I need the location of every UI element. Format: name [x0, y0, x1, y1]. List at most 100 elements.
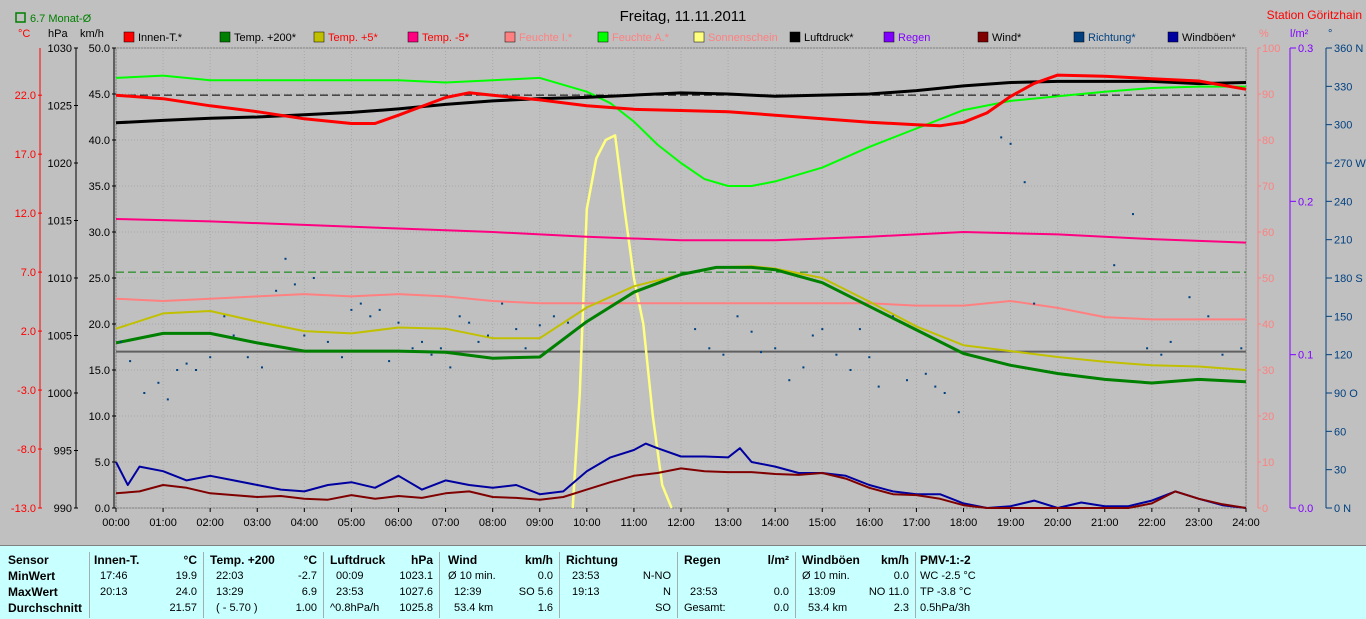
- x-tick-label: 12:00: [667, 517, 695, 529]
- x-tick-label: 13:00: [714, 517, 742, 529]
- richtung-point: [275, 289, 278, 292]
- legend-label: Feuchte I.*: [519, 32, 573, 44]
- kmh-tick-label: 50.0: [89, 43, 110, 55]
- x-tick-label: 24:00: [1232, 517, 1260, 529]
- percent-tick-label: 80: [1262, 135, 1274, 147]
- legend-item-feuchte-a: Feuchte A.*: [597, 31, 670, 44]
- richtung-point: [849, 369, 852, 371]
- x-tick-label: 23:00: [1185, 517, 1213, 529]
- direction-tick-label: 210: [1334, 235, 1352, 247]
- x-tick-label: 06:00: [385, 517, 413, 529]
- richtung-point: [143, 392, 146, 394]
- series-innen-t: [115, 73, 1247, 128]
- rain-tick-label: 0.2: [1298, 196, 1313, 208]
- richtung-point: [1023, 181, 1026, 184]
- legend-item-innen-t: Innen-T.*: [123, 31, 183, 44]
- series-sonnenschein: [571, 134, 673, 509]
- legend-label: Temp. -5*: [422, 32, 470, 44]
- windboen-max-val: NO 11.0: [868, 586, 909, 598]
- direction-tick-label: 90 O: [1334, 388, 1358, 400]
- regen-max-time: 23:53: [690, 586, 718, 598]
- percent-tick-label: 60: [1262, 227, 1274, 239]
- richtung-point: [835, 353, 838, 356]
- legend-label: Temp. +5*: [328, 32, 379, 44]
- richtung-point: [1000, 136, 1003, 139]
- windboen-max-time: 13:09: [808, 586, 836, 598]
- richtung-point: [722, 353, 725, 356]
- wind-max-val: SO 5.6: [518, 586, 553, 598]
- pmv-wc: WC -2.5 °C: [920, 570, 976, 582]
- series-windb-en: [115, 442, 1247, 509]
- regen-avg-label: Gesamt:: [684, 602, 726, 614]
- richtung-point: [750, 330, 753, 333]
- legend-label: Innen-T.*: [138, 32, 183, 44]
- kmh-tick-label: 35.0: [89, 181, 110, 193]
- richtung-point: [567, 321, 569, 324]
- stats-col-sensor: Sensor MinWert MaxWert Durchschnitt: [4, 552, 90, 618]
- richtung-point: [811, 334, 814, 337]
- richtung-point: [501, 302, 504, 305]
- legend-label: Luftdruck*: [804, 32, 854, 44]
- legend-swatch: [597, 31, 609, 43]
- stats-max-label: MaxWert: [8, 585, 58, 599]
- stats-col-temp200: Temp. +200 °C 22:03 -2.7 13:29 6.9 ( - 5.70…: [204, 552, 324, 618]
- monat-avg-label: 6.7 Monat-Ø: [30, 13, 92, 25]
- wind-title: Wind: [448, 553, 478, 567]
- x-tick-label: 07:00: [432, 517, 460, 529]
- series-feuchte-i: [115, 293, 1246, 321]
- richtung-point: [166, 398, 169, 401]
- pressure-tick-label: 990: [54, 503, 72, 515]
- direction-tick-label: 270 W: [1334, 158, 1366, 170]
- legend-swatch: [1073, 31, 1085, 43]
- x-tick-label: 21:00: [1091, 517, 1119, 529]
- legend-item-sonnenschein: Sonnenschein: [693, 31, 778, 44]
- direction-tick-label: 0 N: [1334, 503, 1351, 515]
- chart-title: Freitag, 11.11.2011: [620, 8, 747, 25]
- stats-sensor-title: Sensor: [8, 553, 49, 567]
- richtung-point: [774, 347, 777, 350]
- richtung-point: [326, 340, 329, 343]
- innen-min-time: 17:46: [100, 570, 128, 582]
- richtung-point: [943, 392, 946, 394]
- legend-label: Richtung*: [1088, 32, 1136, 44]
- luftdruck-unit: hPa: [410, 553, 433, 567]
- legend-item-luftdruck: Luftdruck*: [789, 31, 854, 44]
- legend-label: Feuchte A.*: [612, 32, 670, 44]
- regen-title: Regen: [684, 553, 721, 567]
- richtung-point: [1169, 340, 1172, 343]
- x-tick-label: 20:00: [1044, 517, 1072, 529]
- richtung-point: [934, 385, 937, 388]
- legend-swatch: [1167, 31, 1179, 43]
- luftdruck-avg-label: ^0.8hPa/h: [330, 602, 380, 614]
- weather-chart: 6.7 Monat-Ø Freitag, 11.11.2011 Station …: [10, 8, 1366, 529]
- luftdruck-title: Luftdruck: [330, 553, 386, 567]
- direction-tick-label: 360 N: [1334, 43, 1363, 55]
- x-tick-label: 10:00: [573, 517, 601, 529]
- x-tick-label: 05:00: [338, 517, 366, 529]
- x-tick-label: 19:00: [997, 517, 1025, 529]
- richtung-point: [449, 366, 452, 369]
- richtung-point: [468, 321, 471, 324]
- legend-label: Wind*: [992, 32, 1022, 44]
- percent-tick-label: 90: [1262, 89, 1274, 101]
- direction-tick-label: 120: [1334, 350, 1352, 362]
- legend-label: Temp. +200*: [234, 32, 297, 44]
- kmh-tick-label: 5.0: [95, 457, 110, 469]
- windboen-title: Windböen: [802, 553, 860, 567]
- legend-swatch: [977, 31, 989, 43]
- richtung-point: [1113, 264, 1116, 267]
- windboen-avg-label: 53.4 km: [808, 602, 848, 614]
- kmh-tick-label: 30.0: [89, 227, 110, 239]
- richtung-point: [1009, 142, 1012, 145]
- richtung-point: [378, 308, 381, 311]
- legend-item-temp-200: Temp. +200*: [219, 31, 297, 44]
- legend-item-richtung: Richtung*: [1073, 31, 1136, 44]
- x-tick-label: 03:00: [243, 517, 271, 529]
- x-tick-label: 18:00: [950, 517, 978, 529]
- wind-min-val: 0.0: [537, 570, 553, 582]
- richtung-point: [119, 340, 122, 343]
- luftdruck-max-val: 1027.6: [399, 586, 433, 598]
- legend: Innen-T.* Temp. +200* Temp. +5* Temp. -5* Fe…: [123, 31, 1237, 44]
- temp-tick-label: 2.0: [21, 326, 36, 338]
- temp200-unit: °C: [303, 553, 317, 567]
